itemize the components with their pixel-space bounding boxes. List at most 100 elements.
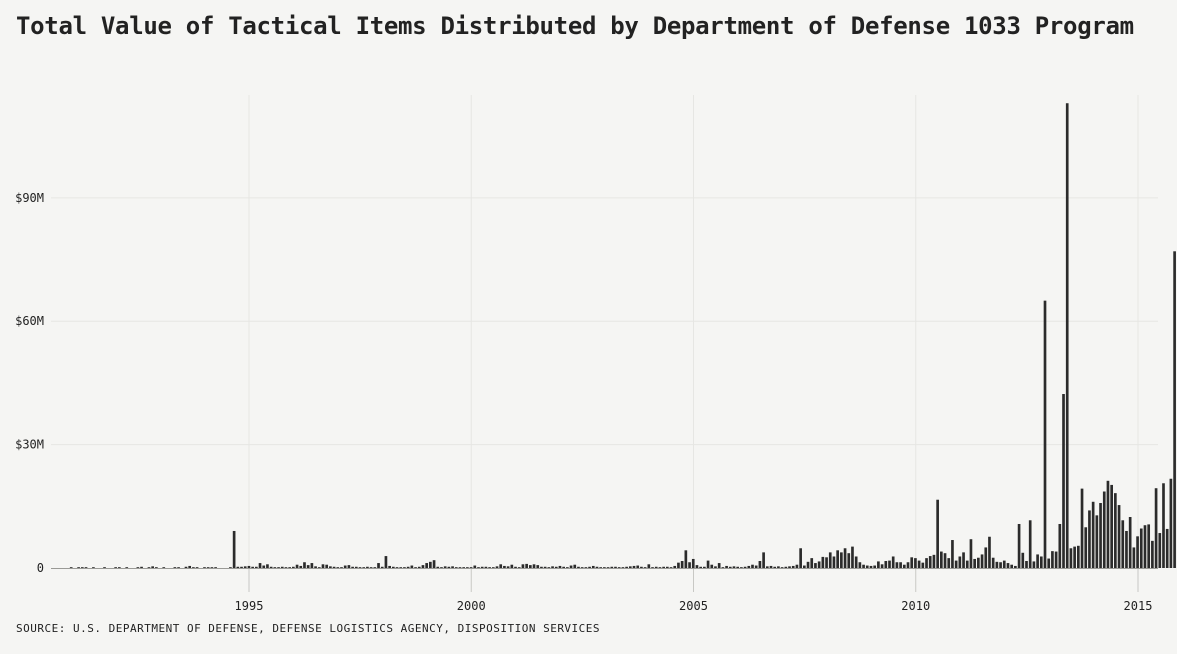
bar [806,561,810,568]
bar [854,556,858,568]
bar [758,561,762,568]
bar [306,565,310,568]
bar [643,567,647,568]
x-tick-label: 2000 [457,599,486,613]
bar [658,567,662,568]
bar [184,566,188,568]
bar [1062,394,1065,568]
bar [369,567,373,568]
bar [329,566,332,568]
bar [1051,551,1054,568]
bar [736,566,740,568]
bar [980,554,984,568]
bar [584,567,588,568]
bar [751,564,754,568]
bar [1021,552,1025,568]
bar [247,565,251,568]
bar [373,567,377,568]
bar [803,565,806,568]
bar [1091,501,1095,568]
bar [840,552,843,568]
bar [932,554,936,568]
bar [1084,527,1088,568]
bar [458,567,462,568]
bar [314,566,317,568]
bar [1043,300,1047,568]
bar [214,567,217,568]
bar [432,560,436,568]
bar [462,567,466,568]
bar [484,566,488,568]
bar [417,566,421,568]
bar [640,566,643,568]
bar [1143,525,1147,568]
bar [810,558,814,568]
bar [136,567,140,568]
bar [1139,528,1143,568]
bar [865,565,869,568]
bar [503,565,506,568]
bar [958,556,962,568]
bar [406,566,410,568]
bar [454,567,458,568]
bar [495,566,499,568]
bar [888,560,891,568]
bar [651,567,654,568]
bar [817,561,821,568]
bar [921,562,925,568]
bar [1121,520,1125,568]
bar [543,566,547,568]
bar [266,564,269,568]
bar [1002,560,1006,568]
bar [617,567,621,568]
bar [292,566,295,568]
bar [725,565,728,568]
bar [362,567,366,568]
bar [973,558,976,568]
bar [580,567,584,568]
bar [551,566,554,568]
bar [1102,491,1106,568]
bar [510,564,514,568]
bar [1058,523,1062,568]
bar [114,567,117,568]
bar [869,565,873,568]
bar [1014,565,1017,568]
bars [69,103,1177,569]
bar [1147,524,1151,568]
bar [118,567,121,568]
bar [151,566,154,568]
bar [517,567,521,568]
bar [84,567,88,568]
bar [192,567,195,568]
bar [236,566,240,568]
bar [765,566,769,568]
bar [858,562,862,568]
bar [1088,510,1091,568]
bar [255,566,258,568]
bar [662,566,665,568]
bar [240,566,243,568]
bar [262,565,266,568]
bar [258,563,262,568]
bar [880,564,884,568]
bar [647,564,651,568]
bar [321,564,325,568]
bar [421,565,425,568]
bar [536,565,540,568]
bar [210,567,214,568]
bar [832,556,836,568]
y-tick-label: $60M [15,314,44,328]
bar [721,567,725,568]
bar [836,550,839,568]
bar [788,566,791,568]
bar [965,560,969,568]
bar [591,565,595,568]
bar [625,566,628,568]
x-tick-label: 2010 [901,599,930,613]
bar [773,566,777,568]
bar [354,566,358,568]
bar [232,530,236,568]
bar [1077,545,1080,568]
bar [284,567,288,568]
